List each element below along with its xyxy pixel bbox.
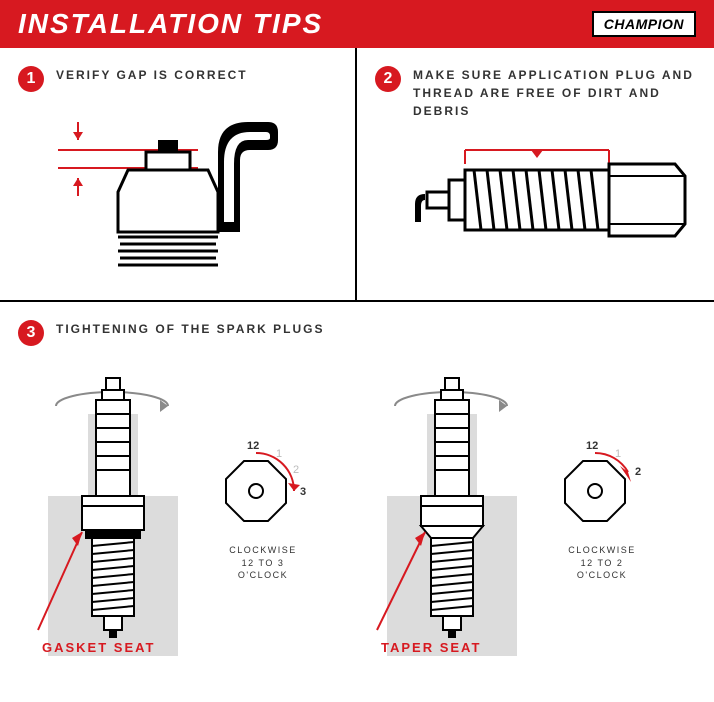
clock-2-r: 2 (635, 466, 641, 478)
clock-1-dim: 1 (276, 448, 282, 460)
gasket-svg (18, 366, 358, 676)
panel-step-2: 2 Make sure application plug and thread … (357, 48, 714, 300)
step-1-number: 1 (18, 66, 44, 92)
top-row: 1 Verify gap is correct (0, 48, 714, 302)
clock-1-dim-r: 1 (615, 448, 621, 460)
gasket-diagram: 12 3 1 2 CLOCKWISE 12 TO 3 O'CLOCK GASKE… (18, 366, 357, 686)
step-2-number: 2 (375, 66, 401, 92)
step-1-head: 1 Verify gap is correct (18, 66, 337, 92)
brand-badge: CHAMPION (592, 11, 696, 37)
clock-12-r: 12 (586, 440, 598, 452)
clock-2-dim: 2 (293, 464, 299, 476)
step-2-title: Make sure application plug and thread ar… (413, 66, 696, 120)
clockwise-label-left: CLOCKWISE 12 TO 3 O'CLOCK (218, 544, 308, 582)
thread-diagram (375, 120, 695, 280)
step-3-title: Tightening of the spark plugs (56, 320, 324, 338)
tightening-diagrams: 12 3 1 2 CLOCKWISE 12 TO 3 O'CLOCK GASKE… (18, 366, 696, 686)
clock-12: 12 (247, 440, 259, 452)
taper-diagram: 12 2 1 CLOCKWISE 12 TO 2 O'CLOCK TAPER S… (357, 366, 696, 686)
gasket-seat-label: GASKET SEAT (42, 640, 156, 655)
panel-step-3: 3 Tightening of the spark plugs (0, 302, 714, 702)
clockwise-label-right: CLOCKWISE 12 TO 2 O'CLOCK (557, 544, 647, 582)
step-3-head: 3 Tightening of the spark plugs (18, 320, 696, 346)
clock-3: 3 (300, 486, 306, 498)
taper-seat-label: TAPER SEAT (381, 640, 481, 655)
step-3-number: 3 (18, 320, 44, 346)
step-1-title: Verify gap is correct (56, 66, 248, 84)
step-2-head: 2 Make sure application plug and thread … (375, 66, 696, 120)
taper-svg (357, 366, 697, 676)
panel-step-1: 1 Verify gap is correct (0, 48, 357, 300)
header-bar: INSTALLATION TIPS CHAMPION (0, 0, 714, 48)
gap-diagram (18, 92, 338, 272)
page-title: INSTALLATION TIPS (18, 8, 323, 40)
